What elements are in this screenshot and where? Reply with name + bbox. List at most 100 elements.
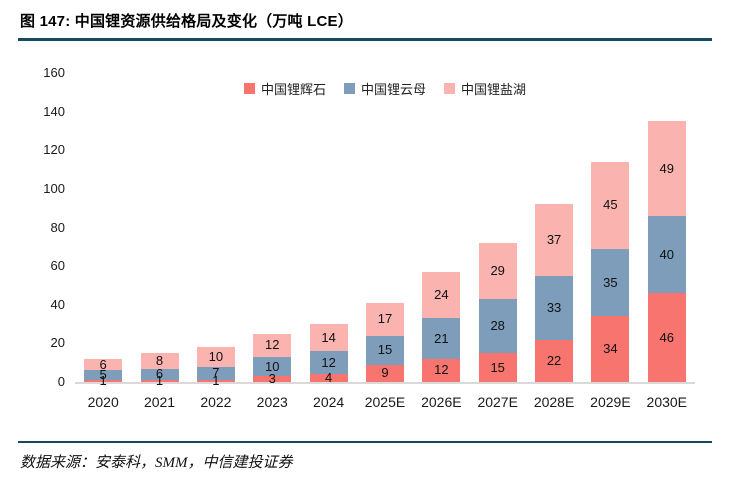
figure-footer: 数据来源：安泰科，SMM，中信建投证券 [0, 441, 730, 472]
x-tick-label: 2024 [313, 394, 345, 410]
y-tick-label: 140 [43, 103, 65, 119]
bar-column-2022: 10 7 1 [188, 347, 244, 388]
bar-column-2029E: 45 35 34 [582, 161, 638, 382]
bar-value-label: 15 [377, 342, 393, 358]
stacked-bar-2028E: 37 33 22 [535, 204, 574, 382]
stacked-bar-2023: 12 10 3 [253, 333, 292, 386]
bar-segment: 29 [478, 242, 517, 299]
bar-value-label: 40 [659, 246, 674, 262]
bar-segment: 10 [196, 347, 235, 367]
y-tick-label: 120 [43, 142, 65, 158]
bar-segment: 22 [535, 339, 574, 382]
x-tick-label: 2028E [533, 394, 575, 410]
bar-value-label: 1 [212, 373, 220, 389]
bar-value-label: 12 [434, 362, 449, 378]
bar-value-label: 49 [659, 160, 674, 176]
bar-value-label: 12 [265, 337, 280, 353]
bar-segment: 33 [535, 275, 574, 340]
bar-value-label: 28 [490, 318, 505, 333]
stacked-bar-2029E: 45 35 34 [591, 161, 630, 382]
bar-value-label: 10 [208, 348, 224, 364]
bar-segment: 37 [535, 204, 574, 276]
stacked-bar-2026E: 24 21 12 [422, 271, 461, 382]
bar-value-label: 15 [490, 359, 505, 375]
legend-item-0: 中国锂辉石 [243, 79, 326, 98]
legend-item-2: 中国锂盐湖 [444, 79, 526, 98]
bar-segment: 8 [140, 353, 179, 369]
bar-segment: 6 [140, 367, 179, 381]
header-divider [18, 38, 712, 41]
y-tick-label: 0 [57, 374, 65, 389]
bar-segment: 12 [309, 351, 348, 375]
bar-segment: 4 [309, 370, 348, 386]
bar-value-label: 3 [268, 371, 276, 387]
bar-value-label: 17 [377, 311, 393, 327]
bar-value-label: 14 [321, 329, 336, 345]
bar-value-label: 46 [659, 329, 674, 345]
y-tick-label: 160 [43, 65, 65, 80]
bar-column-2023: 12 10 3 [244, 333, 300, 386]
bar-segment: 1 [140, 374, 179, 388]
bar-segment: 14 [309, 324, 348, 352]
bar-value-label: 45 [603, 197, 618, 213]
bar-value-label: 29 [490, 262, 505, 278]
bar-value-label: 33 [546, 299, 562, 315]
bar-value-label: 1 [155, 373, 164, 389]
bar-segment: 9 [365, 364, 404, 382]
legend-label: 中国锂云母 [360, 82, 426, 97]
bar-column-2025E: 17 15 9 [357, 302, 413, 382]
footer-divider [18, 441, 712, 443]
x-tick-label: 2030E [646, 394, 688, 410]
y-tick-label: 40 [50, 296, 65, 312]
x-tick-label: 2020 [87, 394, 119, 410]
bar-column-2030E: 49 40 46 [639, 121, 695, 382]
legend-label: 中国锂盐湖 [461, 82, 527, 97]
bar-value-label: 34 [603, 341, 618, 357]
bar-segment: 1 [196, 374, 235, 388]
x-tick-label: 2029E [590, 394, 631, 410]
x-tick-label: 2021 [143, 394, 176, 410]
chart-legend: 中国锂辉石 中国锂云母 中国锂盐湖 [75, 79, 695, 98]
bar-value-label: 12 [321, 354, 336, 370]
bar-segment: 46 [647, 293, 686, 382]
chart-body: 0 20 40 60 80 100 120 140 160 6 5 1 8 6 1 10 7 1 12 10 3 14 1… [20, 66, 712, 389]
plot-area: 6 5 1 8 6 1 10 7 1 12 10 3 14 12 4 17 15 9 24 21 12 29 28 15 37 3… [75, 73, 695, 388]
y-axis: 0 20 40 60 80 100 120 140 160 [20, 66, 75, 389]
bar-segment: 21 [422, 318, 461, 359]
y-tick-label: 80 [50, 219, 65, 235]
bar-segment: 15 [478, 353, 517, 382]
bar-value-label: 24 [434, 287, 449, 303]
stacked-bar-2024: 14 12 4 [309, 324, 348, 386]
x-axis: 2020 2021 2022 2023 2024 2025E 2026E 2027E 2028E… [75, 394, 695, 410]
x-tick-label: 2022 [200, 394, 232, 410]
bar-value-label: 22 [546, 352, 562, 368]
x-tick-label: 2023 [256, 394, 288, 410]
y-tick-label: 60 [50, 258, 65, 274]
legend-swatch-icon [343, 83, 355, 94]
bar-value-label: 4 [324, 370, 333, 386]
bar-segment: 24 [422, 271, 461, 319]
legend-item-1: 中国锂云母 [343, 79, 426, 98]
x-tick-label: 2025E [364, 394, 406, 410]
data-source-note: 数据来源：安泰科，SMM，中信建投证券 [20, 455, 293, 471]
x-tick-label: 2027E [477, 394, 518, 410]
bar-value-label: 9 [381, 365, 389, 381]
x-tick-label: 2026E [421, 394, 462, 410]
y-tick-label: 20 [50, 335, 65, 351]
bar-value-label: 1 [99, 373, 107, 389]
bar-segment: 35 [591, 248, 630, 317]
bar-column-2026E: 24 21 12 [413, 271, 469, 382]
bar-segment: 15 [365, 335, 404, 365]
bar-value-label: 35 [603, 274, 618, 290]
bar-column-2024: 14 12 4 [300, 324, 356, 386]
bar-value-label: 10 [265, 358, 280, 374]
bar-segment: 12 [422, 358, 461, 382]
figure-header: 图 147: 中国锂资源供给格局及变化（万吨 LCE） [0, 0, 730, 31]
bar-column-2028E: 37 33 22 [526, 204, 582, 382]
stacked-bar-2030E: 49 40 46 [647, 121, 686, 382]
bar-column-2027E: 29 28 15 [470, 242, 526, 382]
